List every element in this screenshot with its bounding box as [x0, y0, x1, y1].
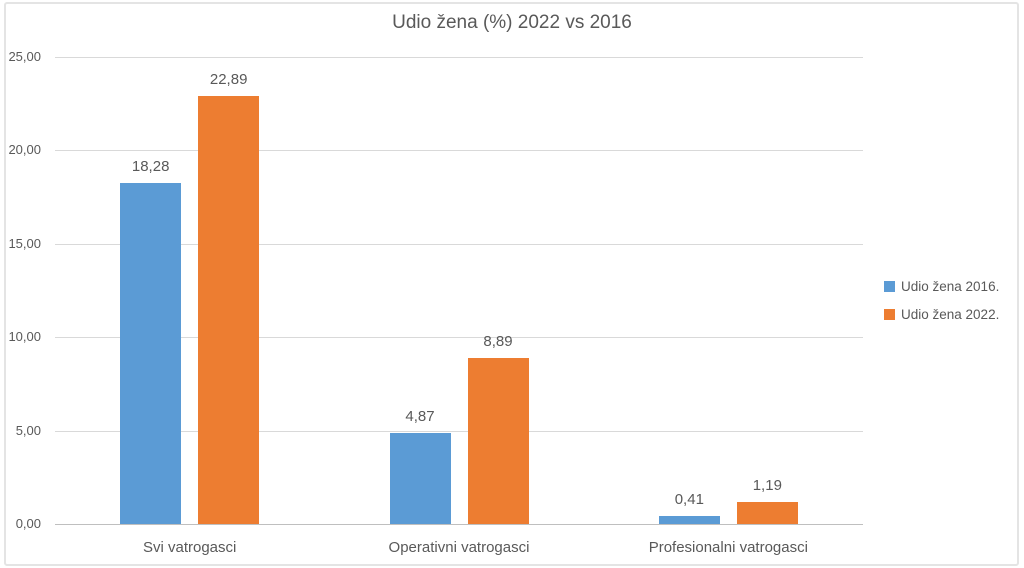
- legend: Udio žena 2016. Udio žena 2022.: [884, 272, 999, 328]
- chart-frame: [4, 2, 1019, 566]
- legend-marker-icon: [884, 280, 895, 292]
- legend-item: Udio žena 2022.: [884, 300, 999, 328]
- legend-label: Udio žena 2022.: [901, 306, 1000, 322]
- legend-marker-icon: [884, 308, 895, 320]
- chart-title: Udio žena (%) 2022 vs 2016: [392, 12, 632, 33]
- legend-label: Udio žena 2016.: [901, 278, 1000, 294]
- legend-item: Udio žena 2016.: [884, 272, 999, 300]
